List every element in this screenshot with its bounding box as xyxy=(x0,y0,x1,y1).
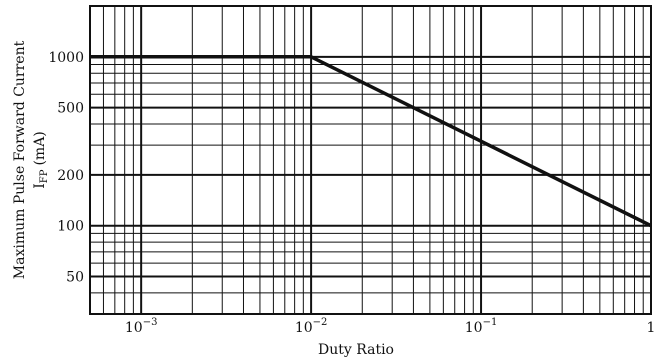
y-axis-symbol-subscript: FP xyxy=(39,169,50,183)
series-line xyxy=(90,55,652,228)
x-tick-base: 10 xyxy=(465,320,483,336)
y-tick-label: 50 xyxy=(66,270,84,286)
x-tick-exponent: −2 xyxy=(313,317,328,328)
y-axis-unit: (mA) xyxy=(32,131,48,165)
y-tick-label: 1000 xyxy=(48,50,84,66)
x-tick-exponent: −1 xyxy=(483,317,498,328)
x-tick-base: 10 xyxy=(295,320,313,336)
plot-background xyxy=(90,6,651,314)
x-tick-labels: 10−3 10−2 10−1 1 xyxy=(125,317,656,336)
x-tick-label: 1 xyxy=(647,320,656,336)
x-tick-base: 1 xyxy=(647,320,656,336)
y-tick-label: 500 xyxy=(57,101,84,117)
x-tick-exponent: −3 xyxy=(143,317,158,328)
y-tick-label: 100 xyxy=(57,219,84,235)
x-tick-label: 10−3 xyxy=(125,317,158,336)
y-axis-symbol: I xyxy=(32,183,48,189)
y-axis-unit-label: IFP (mA) xyxy=(32,131,50,189)
series-layer xyxy=(90,55,652,228)
x-tick-label: 10−2 xyxy=(295,317,328,336)
x-tick-base: 10 xyxy=(125,320,143,336)
y-tick-labels: 50 100 200 500 1000 xyxy=(48,50,84,286)
plot-frame xyxy=(89,5,652,315)
x-tick-label: 10−1 xyxy=(465,317,498,336)
y-tick-label: 200 xyxy=(57,168,84,184)
y-axis-label: Maximum Pulse Forward Current xyxy=(12,40,28,279)
x-axis-label: Duty Ratio xyxy=(318,342,394,358)
